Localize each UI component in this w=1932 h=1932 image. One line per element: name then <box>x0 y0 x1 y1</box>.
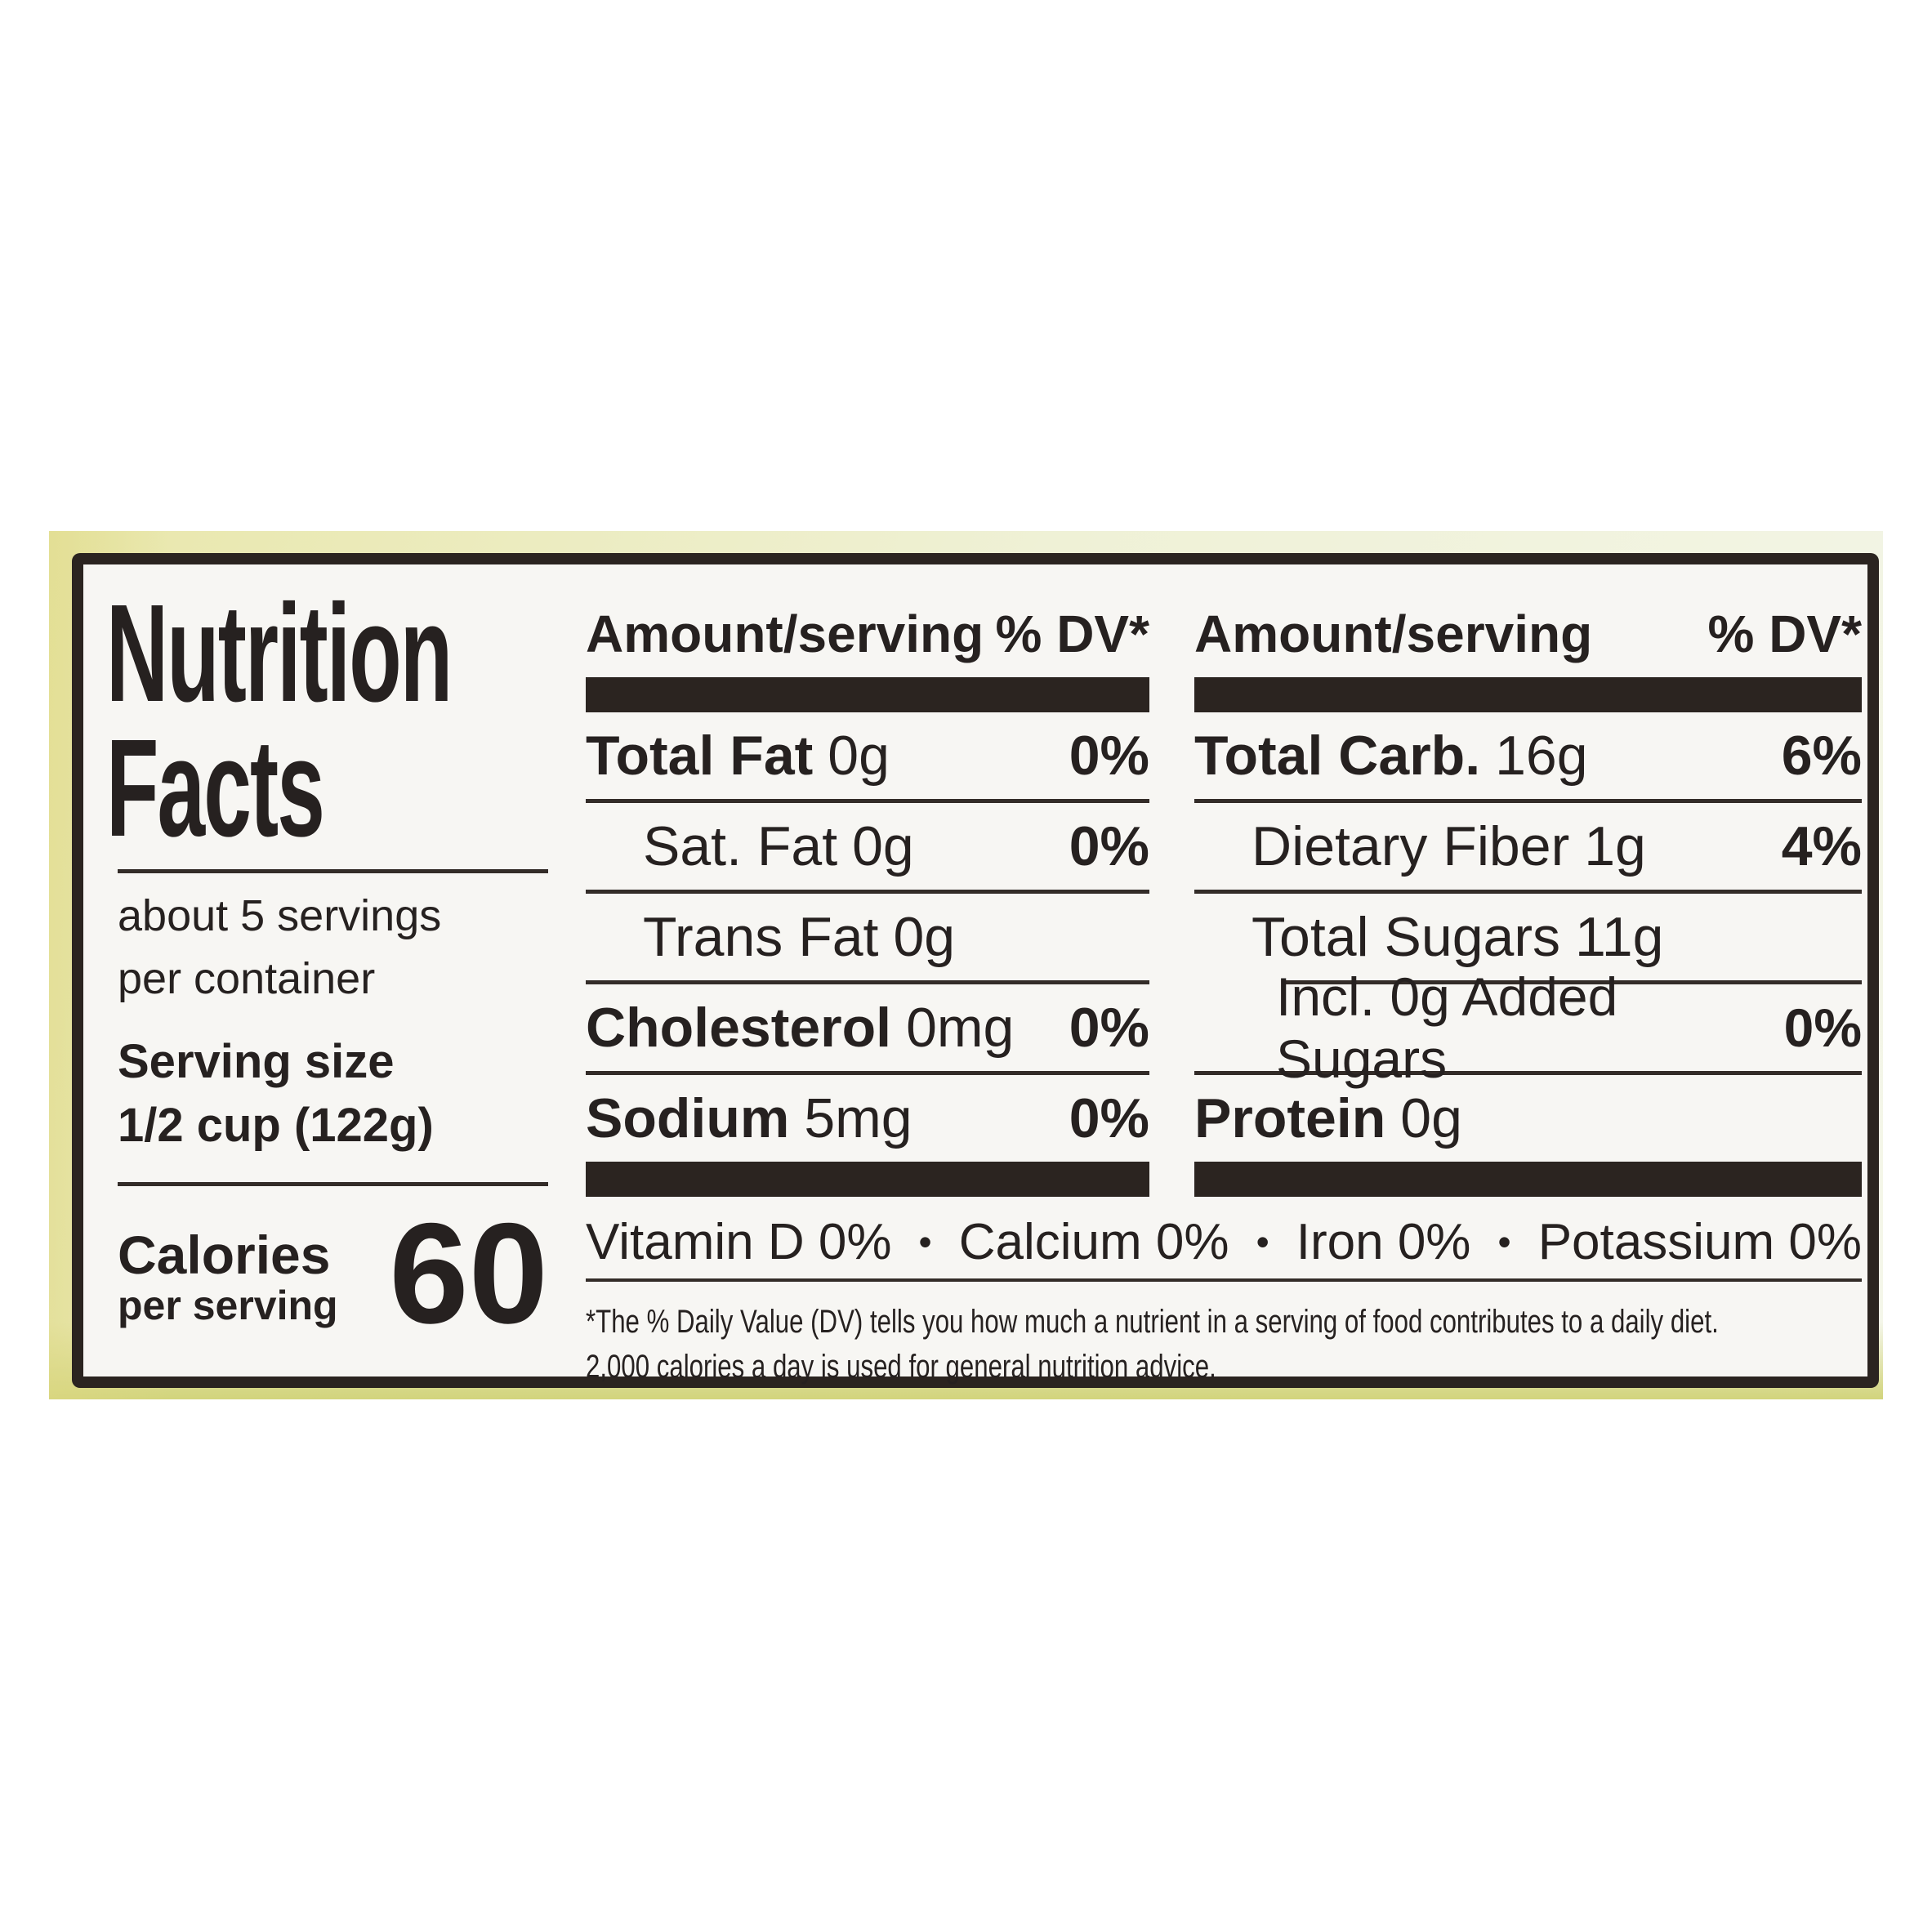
footnote-divider <box>586 1278 1862 1282</box>
potassium-value: Potassium 0% <box>1537 1213 1862 1270</box>
nutrient-name: Cholesterol <box>586 997 892 1059</box>
nutrient-rows: Total Carb. 16g 6% Dietary Fiber 1g 4% T… <box>1194 712 1862 1162</box>
nutrient-amount: 0mg <box>906 997 1015 1059</box>
nutrient-column-2: Amount/serving % DV* Total Carb. 16g 6% … <box>1194 605 1862 1197</box>
nutrient-dv: 0% <box>1069 815 1149 877</box>
nutrient-amount: 0g <box>893 906 956 968</box>
header-amount-serving: Amount/serving <box>586 605 984 663</box>
header-percent-dv: % DV* <box>1707 605 1863 663</box>
nutrient-column-1: Amount/serving % DV* Total Fat 0g 0% Sat… <box>586 605 1149 1197</box>
servings-line2: per container <box>118 954 376 1003</box>
bullet-separator: • <box>1256 1220 1269 1263</box>
calories-labels: Calories per serving <box>118 1224 338 1328</box>
title-line2: Facts <box>106 710 325 866</box>
serving-size-label: Serving size <box>118 1035 395 1088</box>
row-divider <box>586 890 1149 894</box>
micronutrients-and-footnote: Vitamin D 0% • Calcium 0% • Iron 0% • Po… <box>586 1209 1862 1390</box>
thick-bar <box>586 677 1149 712</box>
row-total-sugars: Total Sugars 11g <box>1194 894 1862 980</box>
row-cholesterol: Cholesterol 0mg 0% <box>586 984 1149 1071</box>
column-header: Amount/serving % DV* <box>1194 605 1862 663</box>
nutrient-amount: 0g <box>828 725 890 787</box>
nutrient-dv: 0% <box>1069 725 1149 787</box>
iron-value: Iron 0% <box>1296 1213 1471 1270</box>
thick-bar <box>586 1162 1149 1197</box>
nutrient-name: Total Carb. <box>1194 725 1481 787</box>
row-divider <box>1194 1071 1862 1075</box>
thick-bar <box>1194 1162 1862 1197</box>
row-divider <box>586 799 1149 803</box>
calories-label: Calories <box>118 1224 331 1285</box>
calories-sublabel: per serving <box>118 1283 338 1328</box>
nutrient-name: Incl. 0g Added Sugars <box>1276 966 1618 1089</box>
nutrient-rows: Total Fat 0g 0% Sat. Fat 0g 0% Trans Fat… <box>586 712 1149 1162</box>
nutrient-name: Total Sugars <box>1252 906 1560 968</box>
bullet-separator: • <box>918 1220 932 1263</box>
row-divider <box>586 1071 1149 1075</box>
servings-line1: about 5 servings <box>118 891 442 940</box>
nutrition-facts-label: Nutrition Facts about 5 servings per cont… <box>72 553 1879 1388</box>
header-percent-dv: % DV* <box>995 605 1150 663</box>
nutrient-amount: 16g <box>1495 725 1588 787</box>
nutrient-name: Sat. Fat <box>643 815 838 877</box>
divider <box>118 869 548 873</box>
nutrient-amount: 0g <box>852 815 914 877</box>
dv-footnote: *The % Daily Value (DV) tells you how mu… <box>586 1300 1862 1390</box>
calories-row: Calories per serving 60 <box>118 1194 548 1354</box>
row-sat-fat: Sat. Fat 0g 0% <box>586 803 1149 890</box>
nutrient-name: Trans Fat <box>643 906 879 968</box>
nutrient-name: Protein <box>1194 1087 1386 1149</box>
row-dietary-fiber: Dietary Fiber 1g 4% <box>1194 803 1862 890</box>
footnote-line2: 2,000 calories a day is used for general… <box>586 1349 1216 1385</box>
row-trans-fat: Trans Fat 0g <box>586 894 1149 980</box>
label-title: Nutrition Facts <box>106 584 453 858</box>
nutrient-dv: 0% <box>1783 997 1862 1058</box>
row-divider <box>1194 890 1862 894</box>
servings-per-container: about 5 servings per container <box>118 885 441 1011</box>
divider <box>118 1182 548 1186</box>
serving-size-value: 1/2 cup (122g) <box>118 1099 434 1152</box>
nutrient-dv: 0% <box>1069 997 1149 1059</box>
label-content: Nutrition Facts about 5 servings per cont… <box>95 576 1879 1388</box>
row-sodium: Sodium 5mg 0% <box>586 1075 1149 1162</box>
title-line1: Nutrition <box>106 576 453 731</box>
nutrient-amount: 0g <box>1400 1087 1462 1149</box>
row-divider <box>1194 799 1862 803</box>
nutrient-dv: 4% <box>1781 815 1862 877</box>
bullet-separator: • <box>1497 1220 1511 1263</box>
thick-bar <box>1194 677 1862 712</box>
nutrient-amount: 11g <box>1574 906 1664 968</box>
header-amount-serving: Amount/serving <box>1194 605 1593 663</box>
calcium-value: Calcium 0% <box>958 1213 1229 1270</box>
nutrient-name: Dietary Fiber <box>1252 815 1570 877</box>
row-divider <box>586 980 1149 984</box>
row-divider-indented <box>1284 980 1862 984</box>
vitamin-d-value: Vitamin D 0% <box>586 1213 892 1270</box>
nutrient-amount: 5mg <box>804 1087 912 1149</box>
calories-value: 60 <box>389 1194 548 1354</box>
row-protein: Protein 0g <box>1194 1075 1862 1162</box>
nutrient-dv: 0% <box>1069 1087 1149 1149</box>
footnote-line1: *The % Daily Value (DV) tells you how mu… <box>586 1304 1719 1340</box>
micronutrients-line: Vitamin D 0% • Calcium 0% • Iron 0% • Po… <box>586 1209 1862 1274</box>
row-total-fat: Total Fat 0g 0% <box>586 712 1149 799</box>
nutrient-name: Sodium <box>586 1087 790 1149</box>
row-total-carb: Total Carb. 16g 6% <box>1194 712 1862 799</box>
serving-size: Serving size 1/2 cup (122g) <box>118 1030 434 1158</box>
summary-column: Nutrition Facts about 5 servings per cont… <box>106 576 548 1388</box>
column-header: Amount/serving % DV* <box>586 605 1149 663</box>
nutrient-amount: 1g <box>1584 815 1646 877</box>
row-added-sugars: Incl. 0g Added Sugars 0% <box>1194 966 1862 1089</box>
nutrient-dv: 6% <box>1781 725 1862 787</box>
nutrient-name: Total Fat <box>586 725 814 787</box>
